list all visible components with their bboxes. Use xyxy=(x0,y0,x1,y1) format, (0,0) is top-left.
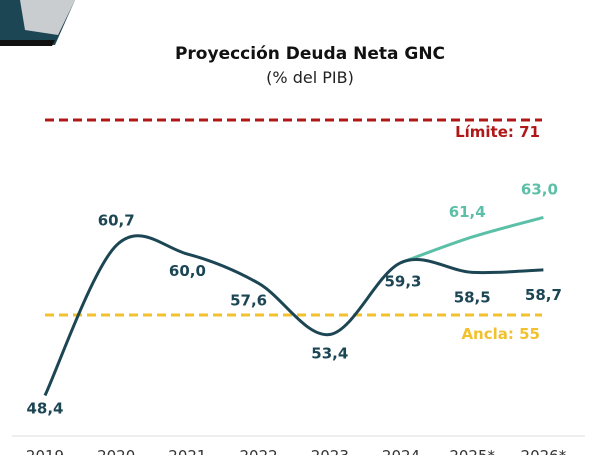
series-line-0 xyxy=(43,234,544,397)
data-label: 60,7 xyxy=(98,212,135,230)
data-label: 58,5 xyxy=(454,288,491,306)
x-tick-label: 2021 xyxy=(168,447,206,455)
data-label: 61,4 xyxy=(449,203,486,221)
data-label: 57,6 xyxy=(230,291,267,309)
data-label: 60,0 xyxy=(169,262,206,280)
data-label: 53,4 xyxy=(311,345,348,363)
data-label: 48,4 xyxy=(26,399,63,417)
data-label: 59,3 xyxy=(384,273,421,291)
x-tick-label: 2019 xyxy=(26,447,64,455)
data-label: 63,0 xyxy=(521,180,558,198)
chart-subtitle: (% del PIB) xyxy=(266,68,354,87)
decorative-corner-image xyxy=(0,0,75,46)
x-tick-label: 2025* xyxy=(449,447,495,455)
series-line-1 xyxy=(400,216,544,264)
x-tick-label: 2023 xyxy=(311,447,349,455)
reference-label: Ancla: 55 xyxy=(461,325,540,343)
x-tick-label: 2020 xyxy=(97,447,135,455)
x-tick-label: 2024 xyxy=(382,447,420,455)
reference-label: Límite: 71 xyxy=(455,123,540,141)
x-tick-label: 2026* xyxy=(521,447,567,455)
data-label: 58,7 xyxy=(525,286,562,304)
x-tick-label: 2022 xyxy=(240,447,278,455)
chart-title: Proyección Deuda Neta GNC xyxy=(174,44,446,64)
